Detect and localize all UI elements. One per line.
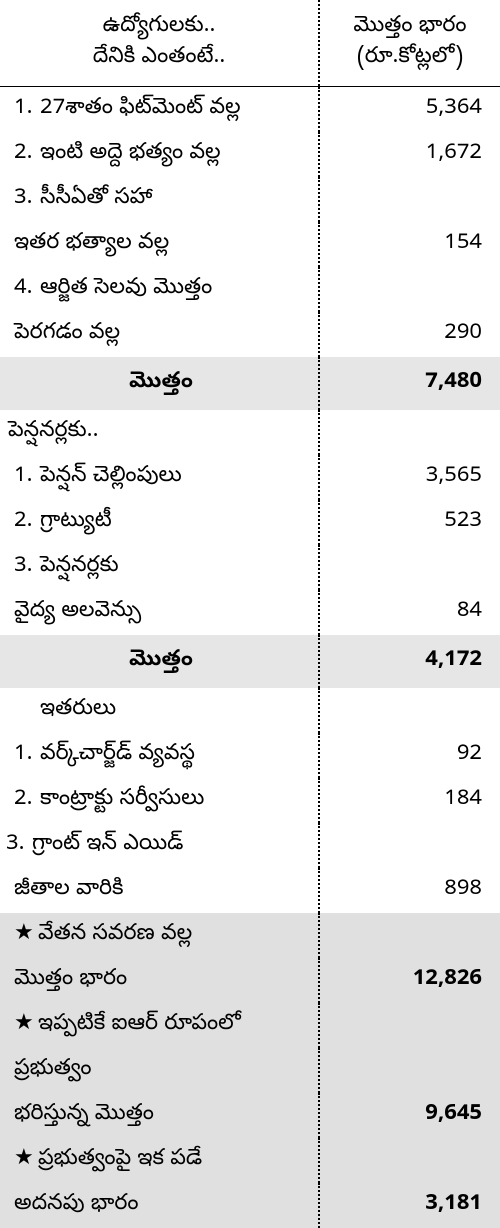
summary-label: ఇప్పటికే ఐఆర్ రూపంలో (38, 1009, 308, 1042)
subtotal-value: 4,172 (320, 635, 500, 688)
table-row: ఇతర భత్యాల వల్ల 154 (0, 222, 500, 267)
summary-row: ★ఇప్పటికే ఐఆర్ రూపంలో (0, 1003, 500, 1048)
subtotal-row: మొత్తం 4,172 (0, 635, 500, 688)
section-title-row: ఇతరులు (0, 688, 500, 733)
section-title-row: పెన్షనర్లకు.. (0, 410, 500, 455)
item-value: 3,565 (320, 455, 500, 500)
summary-value: 3,181 (320, 1183, 500, 1228)
summary-row: ★వేతన సవరణ వల్ల (0, 913, 500, 958)
table-header: ఉద్యోగులకు..దేనికి ఎంతంటే.. మొత్తం భారం(… (0, 0, 500, 87)
table-row: 1.27శాతం ఫిట్‌మెంట్ వల్ల 5,364 (0, 87, 500, 132)
item-label-cont: పెరగడం వల్ల (0, 312, 320, 357)
item-label: ఆర్జిత సెలవు మొత్తం (40, 273, 308, 306)
item-value: 290 (320, 312, 500, 357)
table-row: 3.పెన్షనర్లకు (0, 545, 500, 590)
item-label: ఇంటి అద్దె భత్యం వల్ల (40, 138, 308, 171)
table-row: 2.కాంట్రాక్టు సర్వీసులు 184 (0, 778, 500, 823)
item-index: 2. (14, 784, 40, 817)
item-label: పెన్షనర్లకు (40, 551, 308, 584)
item-value: 84 (320, 590, 500, 635)
item-label-cont: జీతాల వారికి (0, 868, 320, 913)
item-index: 2. (14, 138, 40, 171)
summary-row: ప్రభుత్వం (0, 1048, 500, 1093)
section-pensioners: పెన్షనర్లకు.. 1.పెన్షన్ చెల్లింపులు 3,56… (0, 410, 500, 688)
table-row: 3.సీసీఏతో సహా (0, 177, 500, 222)
item-label: 27శాతం ఫిట్‌మెంట్ వల్ల (40, 93, 308, 126)
item-index: 1. (14, 739, 40, 772)
summary-row: అదనపు భారం 3,181 (0, 1183, 500, 1228)
item-index: 3. (14, 551, 40, 584)
star-icon: ★ (14, 1144, 38, 1177)
table-row: జీతాల వారికి 898 (0, 868, 500, 913)
table-row: 2.గ్రాట్యుటీ 523 (0, 500, 500, 545)
section-others: ఇతరులు 1.వర్క్‌చార్జ్‌డ్ వ్యవస్థ 92 2.కా… (0, 688, 500, 913)
item-label: గ్రాంట్ ఇన్ ఎయిడ్ (32, 829, 308, 862)
item-value: 184 (320, 778, 500, 823)
table-row: 2.ఇంటి అద్దె భత్యం వల్ల 1,672 (0, 132, 500, 177)
summary-row: మొత్తం భారం 12,826 (0, 958, 500, 1003)
star-icon: ★ (14, 1009, 38, 1042)
item-value (320, 267, 500, 312)
summary-value: 12,826 (320, 958, 500, 1003)
item-label: పెన్షన్ చెల్లింపులు (40, 461, 308, 494)
item-index: 1. (14, 461, 40, 494)
subtotal-value: 7,480 (320, 357, 500, 410)
table-row: 3.గ్రాంట్ ఇన్ ఎయిడ్ (0, 823, 500, 868)
summary-row: ★ప్రభుత్వంపై ఇక పడే (0, 1138, 500, 1183)
table-row: పెరగడం వల్ల 290 (0, 312, 500, 357)
table-row: 1.పెన్షన్ చెల్లింపులు 3,565 (0, 455, 500, 500)
item-index: 3. (6, 829, 32, 862)
item-label: వర్క్‌చార్జ్‌డ్ వ్యవస్థ (40, 739, 308, 772)
item-label: సీసీఏతో సహా (40, 183, 308, 216)
summary-block: ★వేతన సవరణ వల్ల మొత్తం భారం 12,826 ★ఇప్ప… (0, 913, 500, 1228)
item-value: 92 (320, 733, 500, 778)
summary-label: ప్రభుత్వంపై ఇక పడే (38, 1144, 308, 1177)
table-row: 4.ఆర్జిత సెలవు మొత్తం (0, 267, 500, 312)
section-title: ఇతరులు (0, 688, 320, 733)
item-index: 4. (14, 273, 40, 306)
section-title: పెన్షనర్లకు.. (0, 410, 320, 455)
header-left: ఉద్యోగులకు..దేనికి ఎంతంటే.. (0, 0, 320, 86)
table-row: 1.వర్క్‌చార్జ్‌డ్ వ్యవస్థ 92 (0, 733, 500, 778)
summary-label-cont: మొత్తం భారం (0, 958, 320, 1003)
item-value: 1,672 (320, 132, 500, 177)
subtotal-label: మొత్తం (0, 635, 320, 688)
section-employees: 1.27శాతం ఫిట్‌మెంట్ వల్ల 5,364 2.ఇంటి అద… (0, 87, 500, 410)
table-row: వైద్య అలవెన్సు 84 (0, 590, 500, 635)
subtotal-label: మొత్తం (0, 357, 320, 410)
summary-label-cont: అదనపు భారం (0, 1183, 320, 1228)
summary-value: 9,645 (320, 1093, 500, 1138)
subtotal-row: మొత్తం 7,480 (0, 357, 500, 410)
item-index: 1. (14, 93, 40, 126)
item-value (320, 545, 500, 590)
summary-label-cont: భరిస్తున్న మొత్తం (0, 1093, 320, 1138)
item-value: 154 (320, 222, 500, 267)
item-value: 898 (320, 868, 500, 913)
item-label: గ్రాట్యుటీ (40, 506, 308, 539)
item-value (320, 823, 500, 868)
item-value (320, 177, 500, 222)
summary-row: భరిస్తున్న మొత్తం 9,645 (0, 1093, 500, 1138)
summary-label-cont: ప్రభుత్వం (0, 1048, 320, 1093)
item-value: 5,364 (320, 87, 500, 132)
star-icon: ★ (14, 919, 38, 952)
item-label-cont: వైద్య అలవెన్సు (0, 590, 320, 635)
header-right: మొత్తం భారం(రూ.కోట్లలో) (320, 0, 500, 86)
item-index: 3. (14, 183, 40, 216)
summary-label: వేతన సవరణ వల్ల (38, 919, 308, 952)
item-value: 523 (320, 500, 500, 545)
item-label-cont: ఇతర భత్యాల వల్ల (0, 222, 320, 267)
item-index: 2. (14, 506, 40, 539)
item-label: కాంట్రాక్టు సర్వీసులు (40, 784, 308, 817)
